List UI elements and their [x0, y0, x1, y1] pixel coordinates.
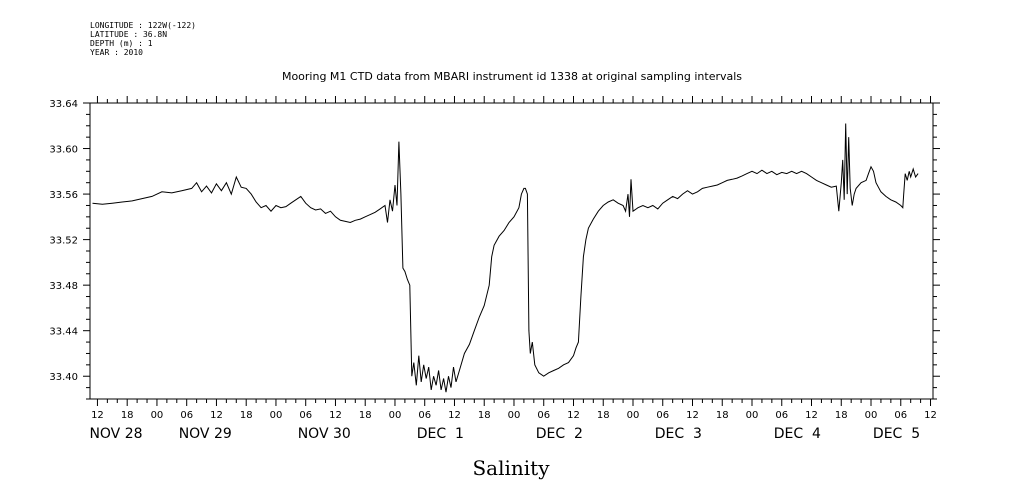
x-date-label: NOV 28 — [89, 426, 142, 442]
x-tick-label: 18 — [597, 410, 610, 421]
x-tick-label: 18 — [121, 410, 134, 421]
x-tick-label: 00 — [865, 410, 878, 421]
x-tick-label: 06 — [775, 410, 788, 421]
y-tick-label: 33.64 — [49, 99, 78, 110]
x-date-label: NOV 30 — [298, 426, 351, 442]
plot-frame — [89, 102, 934, 400]
x-tick-label: 00 — [746, 410, 759, 421]
y-tick-label: 33.52 — [49, 236, 78, 247]
x-date-label: NOV 29 — [179, 426, 232, 442]
x-tick-label: 12 — [567, 410, 580, 421]
x-tick-label: 12 — [448, 410, 461, 421]
x-tick-label: 00 — [508, 410, 521, 421]
x-axis-label: Salinity — [472, 456, 550, 480]
x-tick-label: 00 — [151, 410, 164, 421]
x-axis: 12 18 00 06 12 18 00 06 12 18 00 06 12 18 00 06 12 18 00 06… — [91, 96, 937, 421]
x-date-label: DEC 4 — [774, 426, 821, 442]
y-tick-label: 33.60 — [49, 145, 78, 156]
x-tick-label: 00 — [270, 410, 283, 421]
x-date-label: DEC 5 — [873, 426, 920, 442]
x-tick-label: 06 — [656, 410, 669, 421]
x-tick-label: 12 — [329, 410, 342, 421]
x-date-label: DEC 3 — [655, 426, 702, 442]
x-tick-label: 18 — [359, 410, 372, 421]
x-tick-label: 06 — [537, 410, 550, 421]
x-date-label: DEC 2 — [536, 426, 583, 442]
x-tick-label: 12 — [91, 410, 104, 421]
x-tick-label: 06 — [418, 410, 431, 421]
x-tick-label: 00 — [627, 410, 640, 421]
x-date-label: DEC 1 — [417, 426, 464, 442]
x-tick-label: 18 — [240, 410, 253, 421]
x-tick-label: 18 — [478, 410, 491, 421]
x-tick-label: 06 — [180, 410, 193, 421]
x-tick-label: 18 — [835, 410, 848, 421]
x-tick-label: 12 — [210, 410, 223, 421]
meta-latitude: LATITUDE : 36.8N — [90, 30, 168, 39]
y-tick-label: 33.48 — [49, 281, 78, 292]
meta-year: YEAR : 2010 — [90, 48, 143, 57]
date-labels: NOV 28 NOV 29 NOV 30 DEC 1 DEC 2 DEC 3 DEC 4 DE… — [89, 426, 920, 442]
y-tick-label: 33.56 — [49, 190, 78, 201]
meta-depth: DEPTH (m) : 1 — [90, 39, 153, 48]
metadata-block: LONGITUDE : 122W(-122) LATITUDE : 36.8N … — [90, 21, 196, 57]
x-tick-label: 12 — [686, 410, 699, 421]
y-tick-label: 33.44 — [49, 327, 78, 338]
x-tick-label: 12 — [805, 410, 818, 421]
y-axis: 33.40 33.44 33.48 33.52 33.56 33.60 33.64 — [49, 99, 940, 400]
y-tick-label: 33.40 — [49, 372, 78, 383]
x-tick-label: 18 — [716, 410, 729, 421]
x-tick-label: 06 — [299, 410, 312, 421]
salinity-series-line — [92, 123, 919, 393]
meta-longitude: LONGITUDE : 122W(-122) — [90, 21, 196, 30]
x-tick-label: 12 — [924, 410, 937, 421]
x-tick-label: 06 — [894, 410, 907, 421]
chart-title: Mooring M1 CTD data from MBARI instrumen… — [282, 70, 742, 83]
x-tick-label: 00 — [389, 410, 402, 421]
